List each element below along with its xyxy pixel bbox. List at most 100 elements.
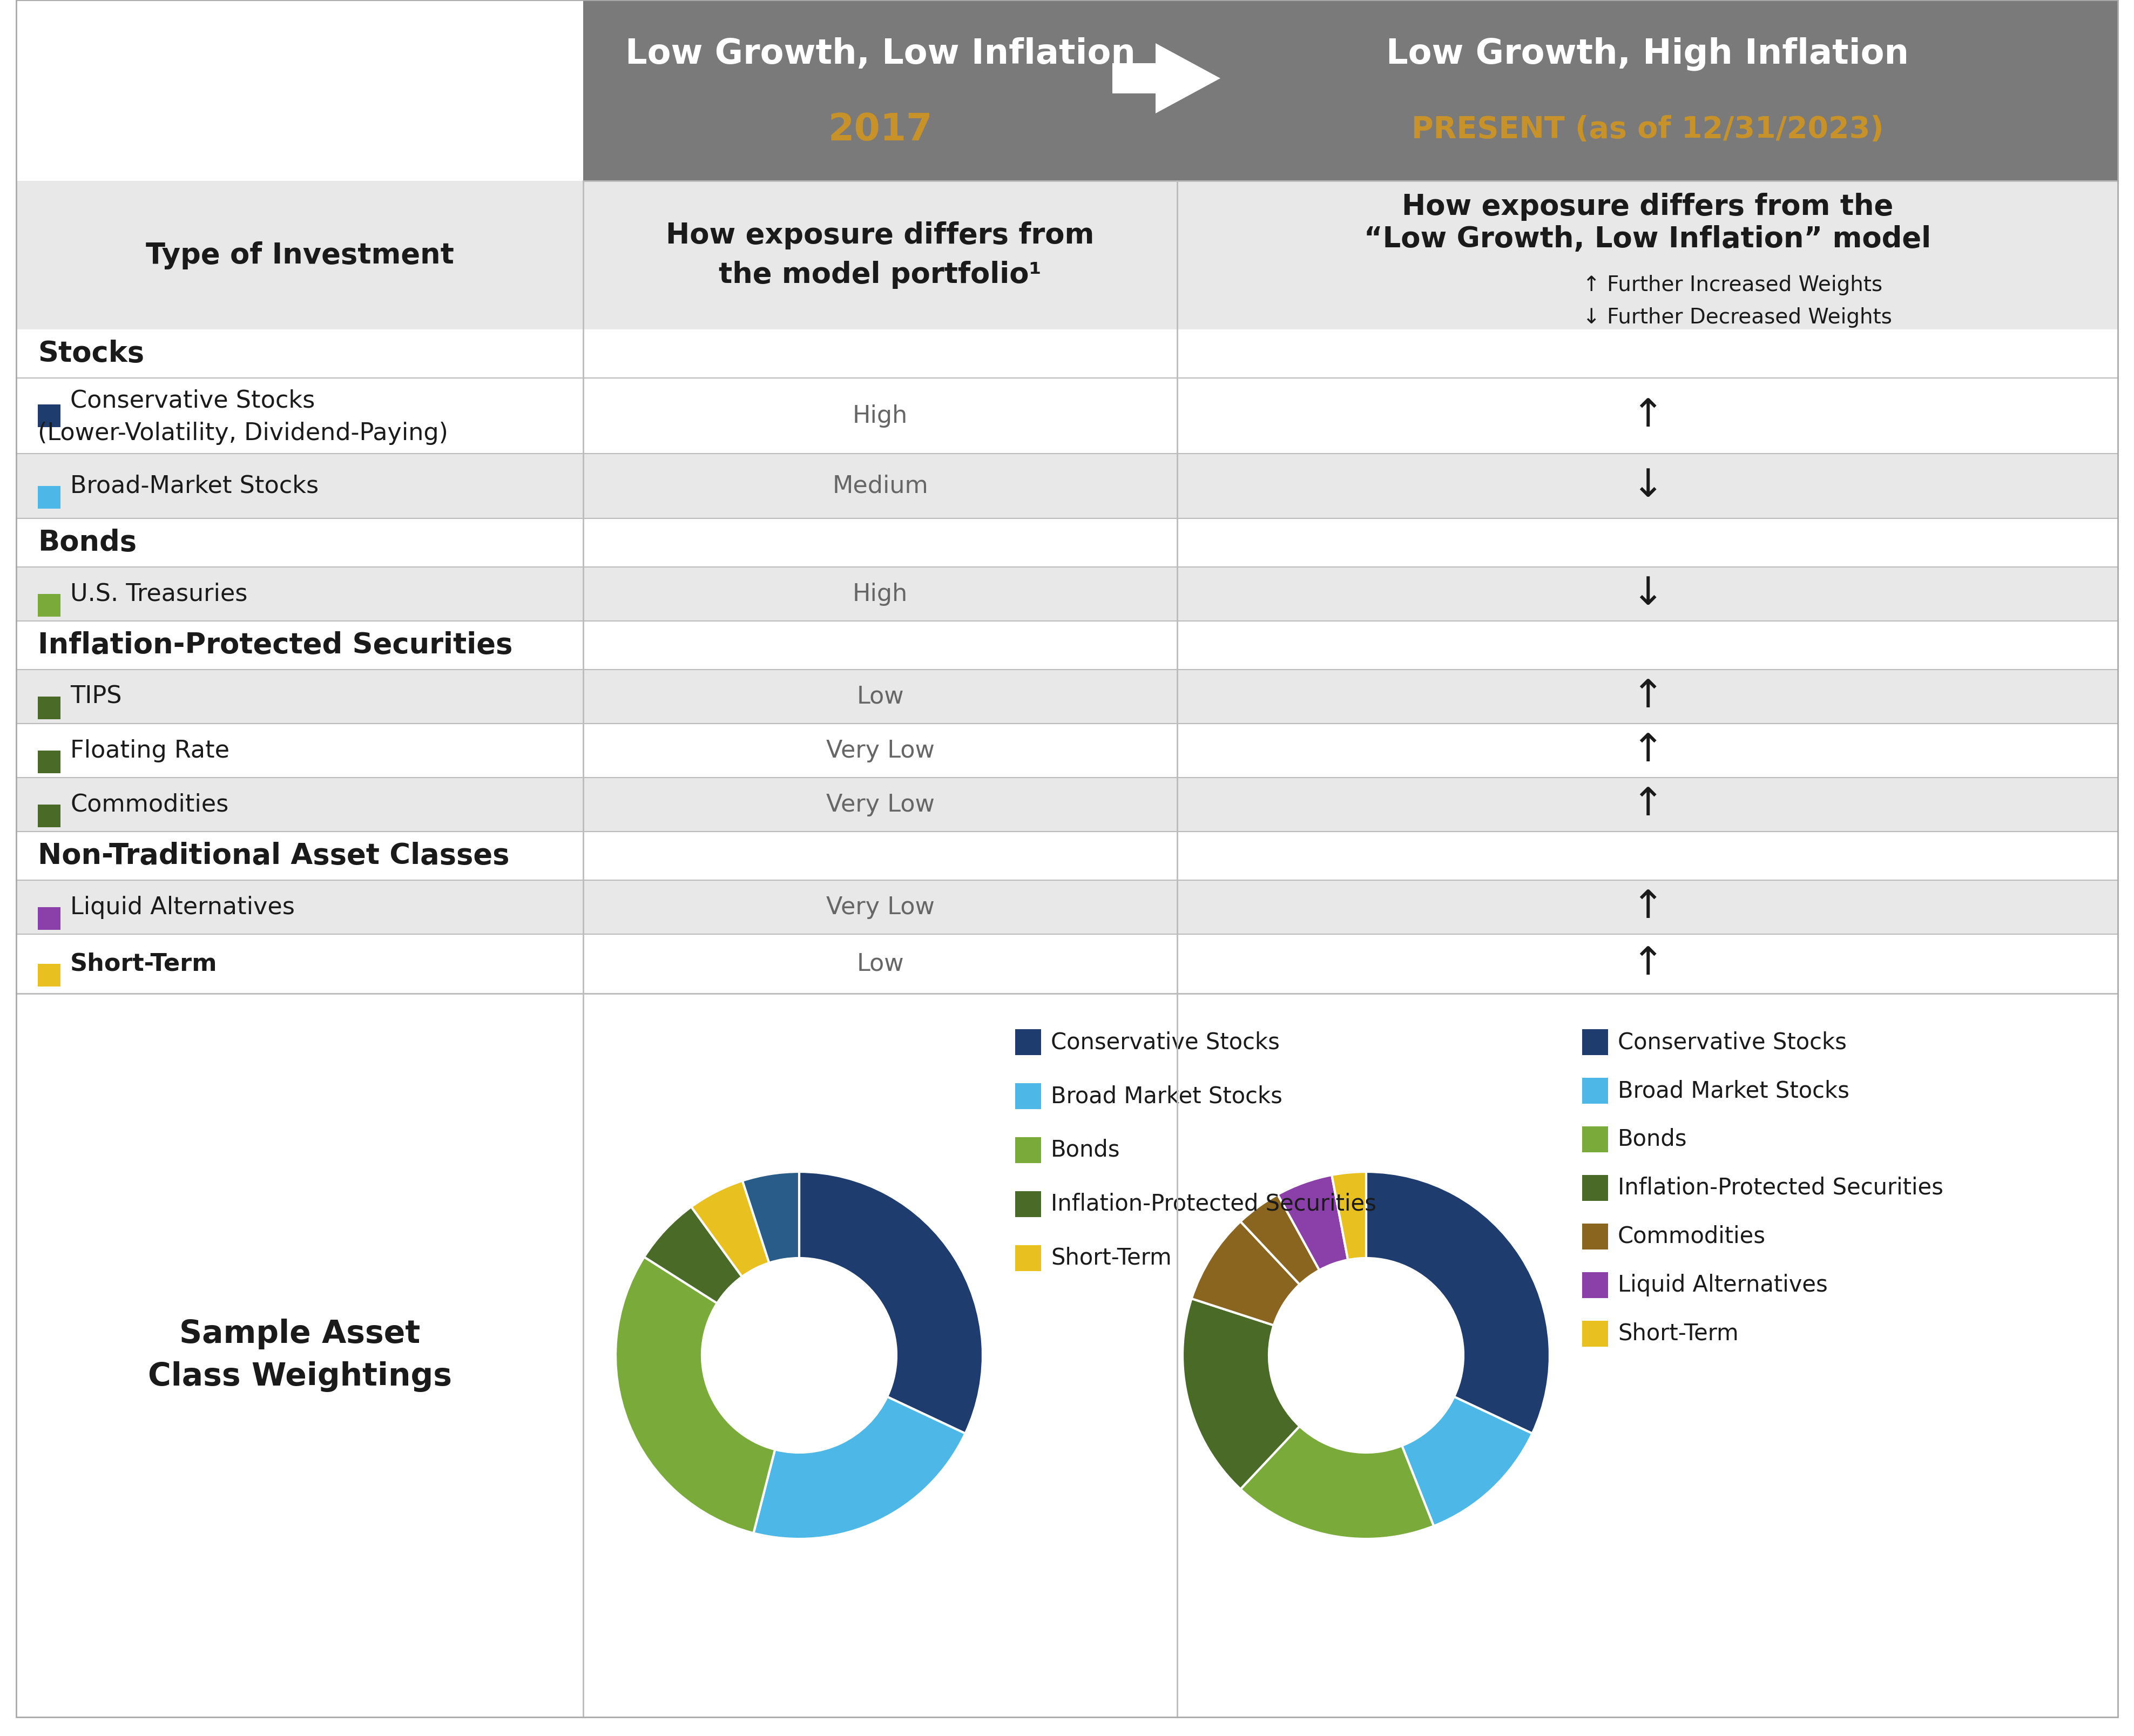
- Bar: [17, 519, 583, 568]
- Text: High: High: [854, 582, 907, 606]
- Text: Very Low: Very Low: [826, 793, 935, 816]
- Bar: [1178, 778, 2117, 832]
- Bar: [1016, 1029, 1041, 1055]
- Text: ↓: ↓: [1630, 575, 1665, 613]
- Bar: [1178, 670, 2117, 724]
- Text: Low Growth, High Inflation: Low Growth, High Inflation: [1387, 36, 1908, 71]
- Text: Broad-Market Stocks: Broad-Market Stocks: [70, 474, 318, 498]
- Wedge shape: [1240, 1427, 1434, 1538]
- Text: (Lower-Volatility, Dividend-Paying): (Lower-Volatility, Dividend-Paying): [38, 422, 448, 444]
- Bar: [38, 963, 60, 986]
- Bar: [583, 568, 1178, 621]
- Bar: [1581, 1321, 1609, 1347]
- Bar: [1178, 934, 2117, 993]
- Text: Inflation-Protected Securities: Inflation-Protected Securities: [1618, 1177, 1944, 1200]
- Wedge shape: [691, 1180, 768, 1276]
- Text: Conservative Stocks: Conservative Stocks: [1618, 1031, 1846, 1054]
- Text: Broad Market Stocks: Broad Market Stocks: [1618, 1080, 1850, 1102]
- Bar: [1178, 724, 2117, 778]
- Bar: [17, 378, 583, 453]
- Text: Very Low: Very Low: [826, 740, 935, 762]
- Text: Commodities: Commodities: [70, 793, 228, 816]
- Bar: [1178, 330, 2117, 378]
- Text: Liquid Alternatives: Liquid Alternatives: [70, 896, 294, 918]
- Bar: [1178, 519, 2117, 568]
- Bar: [38, 804, 60, 828]
- Text: PRESENT (as of 12/31/2023): PRESENT (as of 12/31/2023): [1411, 115, 1884, 144]
- Text: Low: Low: [856, 686, 905, 708]
- Bar: [1581, 1127, 1609, 1153]
- Bar: [1178, 568, 2117, 621]
- Bar: [583, 724, 1178, 778]
- Wedge shape: [1278, 1175, 1349, 1271]
- Text: ↑: ↑: [1630, 398, 1665, 434]
- Text: Liquid Alternatives: Liquid Alternatives: [1618, 1274, 1827, 1297]
- Text: How exposure differs from
the model portfolio¹: How exposure differs from the model port…: [666, 222, 1095, 288]
- Text: Non-Traditional Asset Classes: Non-Traditional Asset Classes: [38, 842, 510, 870]
- Bar: [17, 724, 583, 778]
- Text: Broad Market Stocks: Broad Market Stocks: [1050, 1085, 1283, 1108]
- Text: Short-Term: Short-Term: [70, 953, 218, 976]
- Bar: [1581, 1272, 1609, 1299]
- Bar: [1178, 181, 2117, 330]
- Bar: [583, 378, 1178, 453]
- Text: TIPS: TIPS: [70, 686, 122, 708]
- Text: Conservative Stocks: Conservative Stocks: [70, 389, 316, 411]
- Wedge shape: [1191, 1222, 1300, 1325]
- Bar: [1016, 1245, 1041, 1271]
- Bar: [17, 934, 583, 993]
- Bar: [1016, 1137, 1041, 1163]
- Bar: [583, 880, 1178, 934]
- Text: Very Low: Very Low: [826, 896, 935, 918]
- Text: ↑: ↑: [1630, 944, 1665, 983]
- Bar: [1016, 1191, 1041, 1217]
- Wedge shape: [753, 1397, 965, 1538]
- Wedge shape: [1366, 1172, 1549, 1434]
- Wedge shape: [1402, 1397, 1532, 1526]
- Bar: [583, 778, 1178, 832]
- Bar: [17, 670, 583, 724]
- Bar: [38, 486, 60, 509]
- Bar: [17, 453, 583, 519]
- Text: Bonds: Bonds: [1618, 1128, 1688, 1151]
- Polygon shape: [1112, 43, 1221, 113]
- Bar: [38, 696, 60, 719]
- Bar: [17, 330, 583, 378]
- Wedge shape: [743, 1172, 798, 1262]
- Text: Bonds: Bonds: [1050, 1139, 1120, 1161]
- Bar: [17, 880, 583, 934]
- Text: Conservative Stocks: Conservative Stocks: [1050, 1031, 1280, 1054]
- Bar: [1178, 621, 2117, 670]
- Bar: [583, 621, 1178, 670]
- Bar: [38, 908, 60, 930]
- Wedge shape: [644, 1207, 743, 1304]
- Bar: [38, 594, 60, 616]
- Text: U.S. Treasuries: U.S. Treasuries: [70, 582, 248, 606]
- Text: Floating Rate: Floating Rate: [70, 740, 230, 762]
- Text: “Low Growth, Low Inflation” model: “Low Growth, Low Inflation” model: [1364, 226, 1931, 253]
- Text: Type of Investment: Type of Investment: [145, 241, 455, 269]
- Text: ↑: ↑: [1630, 889, 1665, 925]
- Bar: [38, 750, 60, 773]
- Bar: [1016, 1083, 1041, 1109]
- Text: ↑ Further Increased Weights: ↑ Further Increased Weights: [1583, 274, 1882, 295]
- Bar: [583, 670, 1178, 724]
- Text: Low Growth, Low Inflation: Low Growth, Low Inflation: [625, 36, 1135, 71]
- Text: High: High: [854, 404, 907, 427]
- Text: How exposure differs from the: How exposure differs from the: [1402, 193, 1893, 220]
- Bar: [17, 778, 583, 832]
- Wedge shape: [1240, 1194, 1319, 1285]
- Text: ↓: ↓: [1630, 467, 1665, 505]
- Text: Stocks: Stocks: [38, 340, 145, 368]
- Bar: [583, 832, 1178, 880]
- Wedge shape: [798, 1172, 984, 1434]
- Bar: [17, 993, 2117, 1717]
- Text: ↓ Further Decreased Weights: ↓ Further Decreased Weights: [1583, 307, 1893, 328]
- Bar: [583, 181, 1178, 330]
- Bar: [583, 519, 1178, 568]
- Wedge shape: [615, 1257, 775, 1533]
- Text: Short-Term: Short-Term: [1050, 1246, 1172, 1269]
- Bar: [1178, 880, 2117, 934]
- Text: Low: Low: [856, 953, 905, 976]
- Bar: [17, 621, 583, 670]
